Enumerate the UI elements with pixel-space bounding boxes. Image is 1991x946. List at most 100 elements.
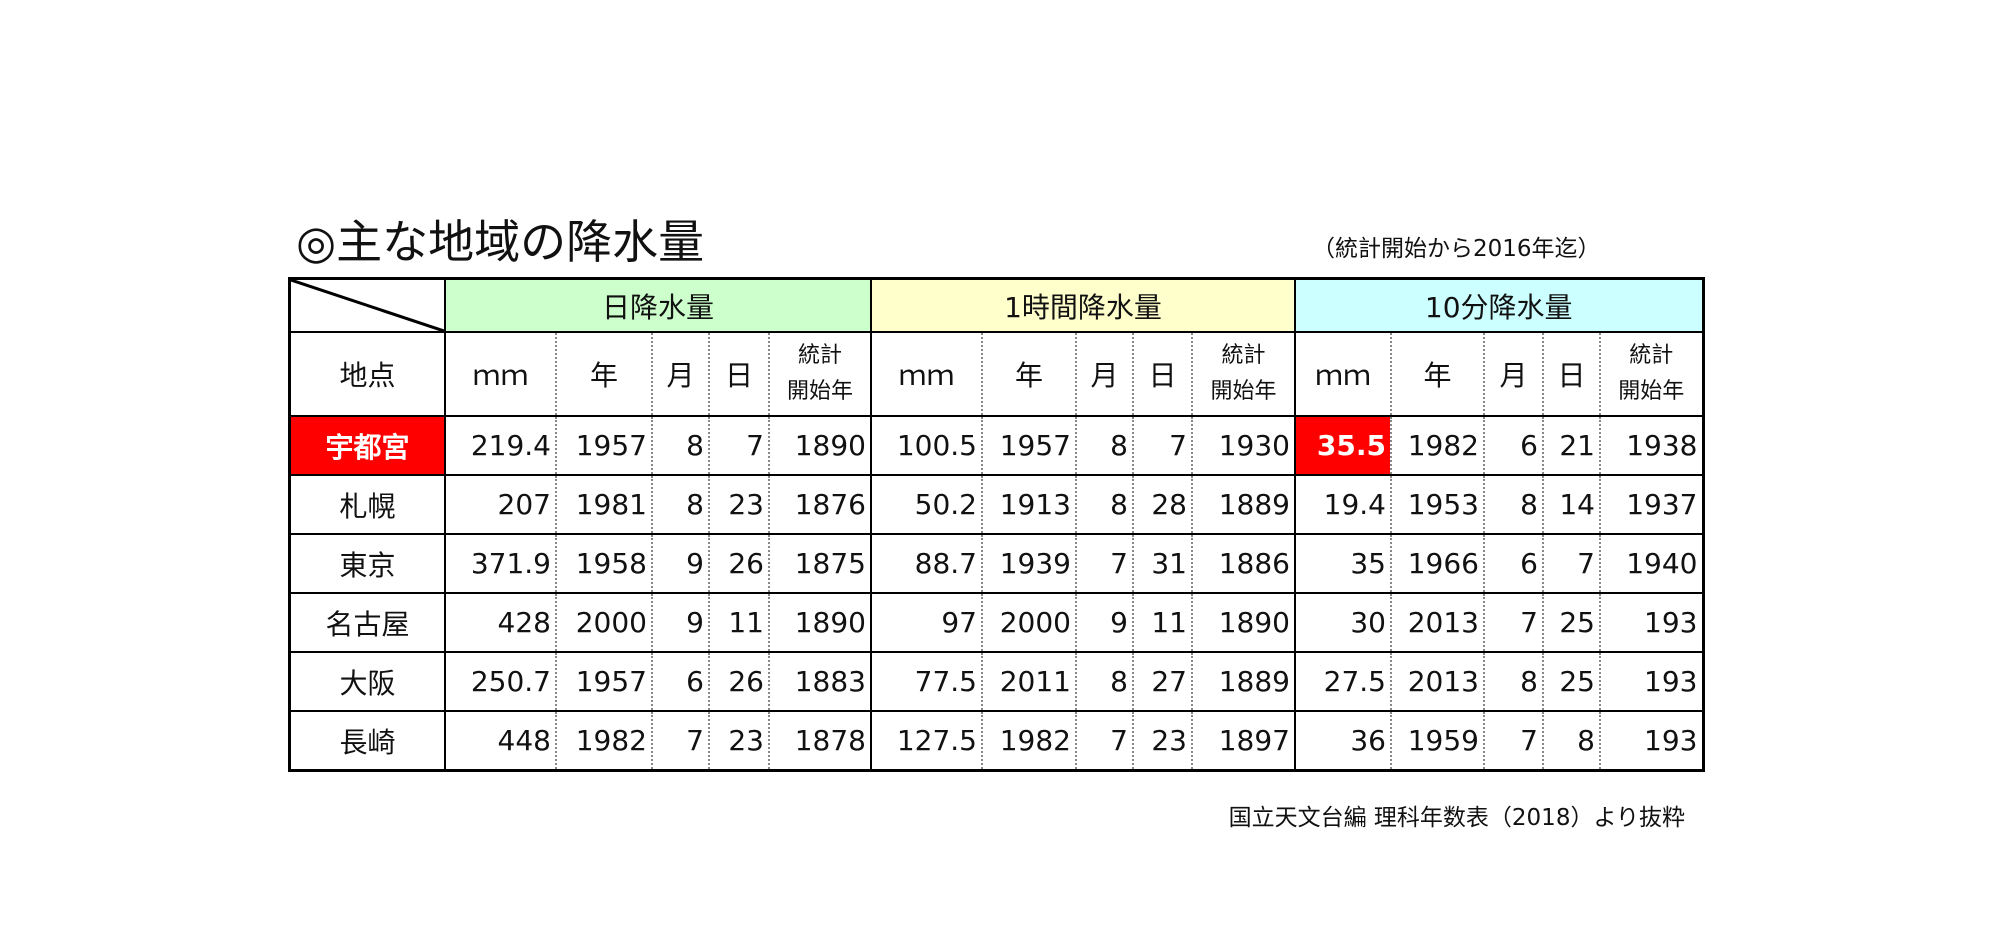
column-header: 地点: [288, 331, 446, 417]
cell: 97: [870, 592, 983, 653]
cell: 1875: [768, 533, 872, 594]
cell: 1883: [768, 651, 872, 712]
data-row: 宇都宮 219.4 1957 8 7 1890 100.5 1957 8 7 1930 35.5 198…: [288, 415, 1704, 476]
cell: 7: [1075, 533, 1134, 594]
cell: 8: [1483, 474, 1544, 535]
cell: 35.5: [1294, 415, 1392, 476]
cell: 1938: [1599, 415, 1704, 476]
cell: 1897: [1191, 710, 1296, 772]
column-header: 月: [1075, 331, 1134, 417]
cell: 2000: [555, 592, 653, 653]
group-header: 10分降水量: [1294, 277, 1704, 333]
corner-cell: [288, 277, 446, 333]
cell: 1982: [981, 710, 1077, 772]
cell: 19.4: [1294, 474, 1392, 535]
cell: 1981: [555, 474, 653, 535]
cell: 23: [708, 710, 770, 772]
cell: 25: [1542, 592, 1601, 653]
cell: 1889: [1191, 474, 1296, 535]
cell: 27.5: [1294, 651, 1392, 712]
cell: 193: [1599, 651, 1704, 712]
cell: 8: [651, 415, 710, 476]
cell: 36: [1294, 710, 1392, 772]
cell: 8: [1075, 415, 1134, 476]
data-row: 名古屋 428 2000 9 11 1890 97 2000 9 11 1890 30 2013 7 25 1…: [288, 592, 1704, 653]
cell: 2013: [1390, 651, 1485, 712]
cell: 88.7: [870, 533, 983, 594]
cell: 7: [1132, 415, 1193, 476]
cell: 23: [708, 474, 770, 535]
cell: 207: [444, 474, 557, 535]
column-header-row: 地点 ｍｍ 年月日統計 開始年 ｍｍ 年月日統計 開始年 ｍｍ 年月日統計 開始年: [288, 331, 1704, 417]
cell: 1890: [768, 592, 872, 653]
cell: 31: [1132, 533, 1193, 594]
row-label: 長崎: [288, 710, 446, 772]
cell: 1939: [981, 533, 1077, 594]
cell: 1940: [1599, 533, 1704, 594]
column-header: 日: [1132, 331, 1193, 417]
cell: 1913: [981, 474, 1077, 535]
cell: 8: [1483, 651, 1544, 712]
cell: 1886: [1191, 533, 1296, 594]
group-header: 日降水量: [444, 277, 872, 333]
cell: 7: [1483, 592, 1544, 653]
cell: 14: [1542, 474, 1601, 535]
cell: 7: [1483, 710, 1544, 772]
cell: 7: [1542, 533, 1601, 594]
cell: 219.4: [444, 415, 557, 476]
cell: 11: [708, 592, 770, 653]
data-row: 札幌 207 1981 8 23 1876 50.2 1913 8 28 1889 19.4 1953 8…: [288, 474, 1704, 535]
cell: 100.5: [870, 415, 983, 476]
cell: 371.9: [444, 533, 557, 594]
row-label: 東京: [288, 533, 446, 594]
cell: 9: [651, 533, 710, 594]
cell: 8: [1542, 710, 1601, 772]
cell: 127.5: [870, 710, 983, 772]
cell: 11: [1132, 592, 1193, 653]
column-header: 月: [651, 331, 710, 417]
cell: 1966: [1390, 533, 1485, 594]
cell: 1876: [768, 474, 872, 535]
row-label: 大阪: [288, 651, 446, 712]
column-header: 月: [1483, 331, 1544, 417]
row-label: 名古屋: [288, 592, 446, 653]
cell: 2000: [981, 592, 1077, 653]
cell: 50.2: [870, 474, 983, 535]
cell: 1957: [555, 415, 653, 476]
cell: 26: [708, 533, 770, 594]
cell: 6: [1483, 415, 1544, 476]
row-label: 札幌: [288, 474, 446, 535]
source: 国立天文台編 理科年数表（2018）より抜粋: [1228, 805, 1685, 831]
cell: 1982: [1390, 415, 1485, 476]
cell: 9: [1075, 592, 1134, 653]
cell: 77.5: [870, 651, 983, 712]
cell: 1930: [1191, 415, 1296, 476]
table: 日降水量 1時間降水量 10分降水量 地点 ｍｍ 年月日統計 開始年 ｍｍ 年月日統計 開始…: [288, 277, 1705, 772]
cell: 1957: [981, 415, 1077, 476]
cell: 7: [1075, 710, 1134, 772]
cell: 1959: [1390, 710, 1485, 772]
cell: 8: [1075, 474, 1134, 535]
cell: 35: [1294, 533, 1392, 594]
cell: 1958: [555, 533, 653, 594]
data-row: 東京 371.9 1958 9 26 1875 88.7 1939 7 31 1886 35 1966 6…: [288, 533, 1704, 594]
cell: 25: [1542, 651, 1601, 712]
column-header: 年: [1390, 331, 1485, 417]
cell: 1937: [1599, 474, 1704, 535]
cell: 1890: [768, 415, 872, 476]
cell: 250.7: [444, 651, 557, 712]
column-header: 統計 開始年: [1599, 331, 1704, 417]
data-row: 長崎 448 1982 7 23 1878 127.5 1982 7 23 1897 36 1959 7 8…: [288, 710, 1704, 772]
cell: 26: [708, 651, 770, 712]
note: （統計開始から2016年迄）: [1312, 236, 1601, 262]
column-header: 年: [555, 331, 653, 417]
row-label: 宇都宮: [288, 415, 446, 476]
data-row: 大阪 250.7 1957 6 26 1883 77.5 2011 8 27 1889 27.5 201…: [288, 651, 1704, 712]
cell: 448: [444, 710, 557, 772]
cell: 1889: [1191, 651, 1296, 712]
cell: 9: [651, 592, 710, 653]
cell: 7: [651, 710, 710, 772]
cell: 21: [1542, 415, 1601, 476]
cell: 6: [1483, 533, 1544, 594]
